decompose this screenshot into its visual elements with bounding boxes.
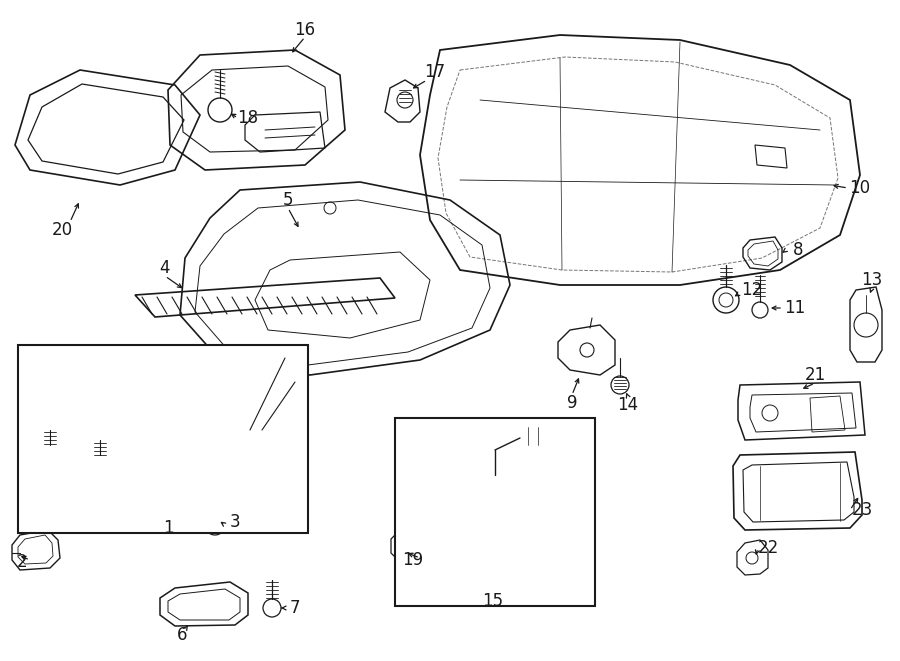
Text: 16: 16 (294, 21, 316, 39)
Text: 15: 15 (482, 592, 504, 610)
Text: 14: 14 (617, 396, 639, 414)
Text: 12: 12 (742, 281, 762, 299)
Text: 17: 17 (425, 63, 446, 81)
Text: 19: 19 (402, 551, 424, 569)
Text: 13: 13 (861, 271, 883, 289)
Text: 10: 10 (850, 179, 870, 197)
Bar (18, 345, 308, 533)
Text: 6: 6 (176, 626, 187, 644)
Text: 4: 4 (160, 259, 170, 277)
Text: 1: 1 (163, 519, 174, 537)
Text: 20: 20 (51, 221, 73, 239)
Text: 7: 7 (290, 599, 301, 617)
Text: 11: 11 (785, 299, 806, 317)
Text: 5: 5 (283, 191, 293, 209)
Text: 21: 21 (805, 366, 825, 384)
Text: 23: 23 (851, 501, 873, 519)
Text: 2: 2 (17, 553, 27, 571)
Text: 8: 8 (793, 241, 803, 259)
Text: 18: 18 (238, 109, 258, 127)
Text: 3: 3 (230, 513, 240, 531)
Text: 22: 22 (758, 539, 778, 557)
Text: 9: 9 (567, 394, 577, 412)
Bar (395, 418, 595, 606)
